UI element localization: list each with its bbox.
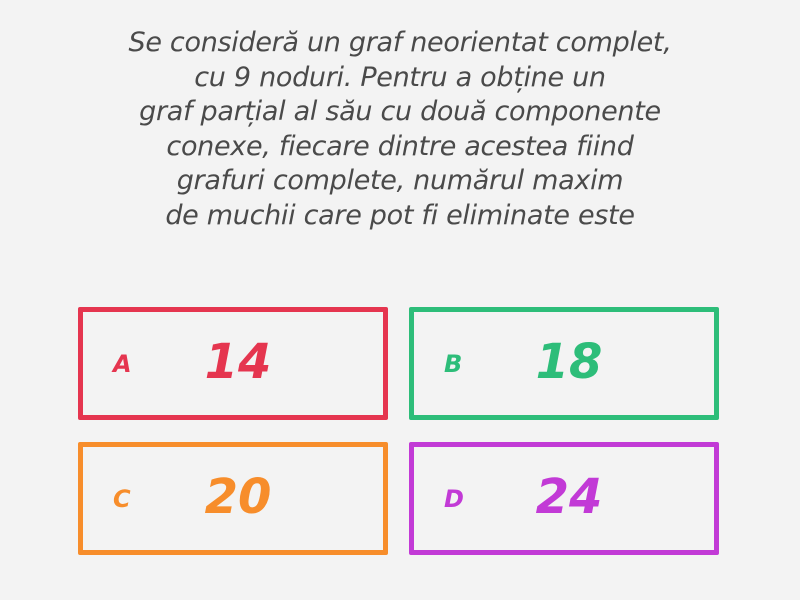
answer-value: 24 <box>535 469 603 525</box>
question-line: de muchii care pot fi eliminate este <box>165 199 635 231</box>
answer-a-button[interactable]: A 14 <box>78 307 388 420</box>
question-line: Se consideră un graf neorientat complet, <box>128 27 672 58</box>
question-line: grafuri complete, numărul maxim <box>176 165 624 196</box>
question-line: conexe, fiecare dintre acestea fiind <box>166 130 634 162</box>
answer-b-button[interactable]: B 18 <box>409 307 719 420</box>
answer-letter: B <box>444 350 463 378</box>
answer-d-button[interactable]: D 24 <box>409 442 719 555</box>
answer-value: 18 <box>535 334 603 390</box>
answer-letter: C <box>113 485 131 513</box>
answer-value: 14 <box>204 334 272 390</box>
question-line: cu 9 noduri. Pentru a obține un <box>194 61 606 93</box>
answer-letter: A <box>113 350 132 378</box>
answer-c-button[interactable]: C 20 <box>78 442 388 555</box>
answer-letter: D <box>444 485 464 513</box>
question-line: graf parțial al său cu două componente <box>139 96 661 127</box>
answer-value: 20 <box>204 469 272 525</box>
question-text: Se consideră un graf neorientat complet,… <box>40 26 760 233</box>
